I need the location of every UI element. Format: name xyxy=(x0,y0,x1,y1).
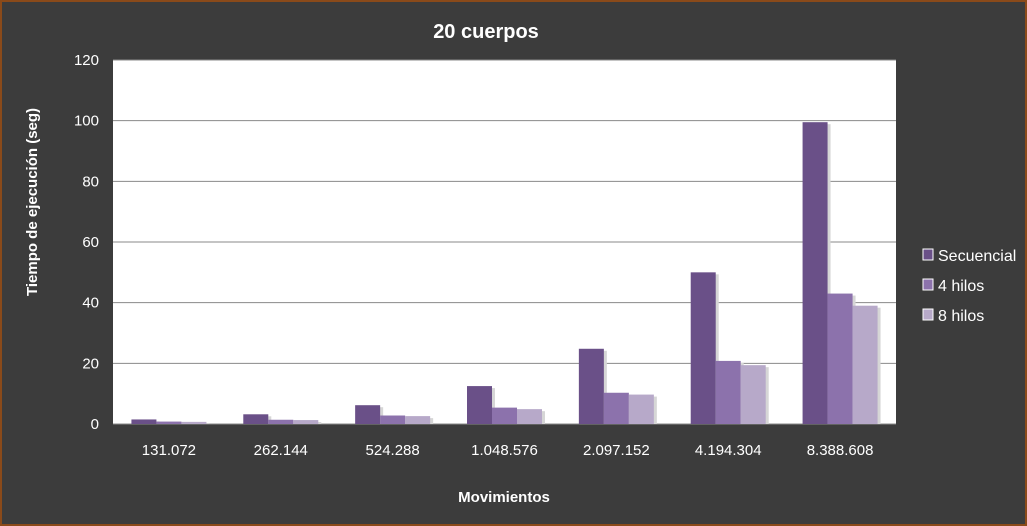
x-tick-label: 4.194.304 xyxy=(695,442,762,459)
y-tick-label: 20 xyxy=(82,355,99,372)
y-axis: 0 20 40 60 80 100 120 xyxy=(74,52,99,433)
y-tick-label: 120 xyxy=(74,52,99,69)
bar xyxy=(405,416,431,424)
y-tick-label: 0 xyxy=(91,416,99,433)
legend-label: 4 hilos xyxy=(938,278,984,295)
y-tick-label: 80 xyxy=(82,173,99,190)
bar xyxy=(690,272,716,424)
bar xyxy=(380,415,406,424)
y-axis-title: Tiempo de ejecución (seg) xyxy=(24,108,41,296)
bars xyxy=(131,122,881,424)
bar xyxy=(802,122,828,424)
x-tick-label: 1.048.576 xyxy=(471,442,538,459)
y-tick-label: 60 xyxy=(82,234,99,251)
bar xyxy=(628,394,654,424)
x-tick-label: 131.072 xyxy=(142,442,196,459)
bar xyxy=(603,392,629,424)
bar xyxy=(293,420,319,424)
y-tick-label: 100 xyxy=(74,113,99,130)
bar xyxy=(852,305,878,424)
x-axis: 131.072 262.144 524.288 1.048.576 2.097.152 4… xyxy=(142,442,874,459)
bar xyxy=(517,409,542,424)
bar xyxy=(355,405,381,424)
bar xyxy=(740,365,766,424)
chart-title: 20 cuerpos xyxy=(433,21,539,43)
bar xyxy=(131,419,157,424)
legend: Secuencial 4 hilos 8 hilos xyxy=(922,248,1016,325)
x-axis-title: Movimientos xyxy=(458,489,550,506)
bar xyxy=(156,421,182,424)
bar xyxy=(715,360,741,424)
x-tick-label: 524.288 xyxy=(366,442,420,459)
legend-label: 8 hilos xyxy=(938,308,984,325)
x-tick-label: 8.388.608 xyxy=(807,442,874,459)
y-tick-label: 40 xyxy=(82,295,99,312)
bar xyxy=(578,348,604,424)
x-tick-label: 262.144 xyxy=(254,442,308,459)
bar xyxy=(827,293,853,424)
legend-swatch xyxy=(922,308,934,321)
legend-label: Secuencial xyxy=(938,248,1016,265)
bar xyxy=(467,386,492,424)
bar xyxy=(268,419,294,424)
legend-swatch xyxy=(922,248,934,261)
bar xyxy=(492,407,517,424)
x-tick-label: 2.097.152 xyxy=(583,442,650,459)
legend-swatch xyxy=(922,278,934,291)
bar xyxy=(181,421,207,424)
bar xyxy=(243,414,269,424)
